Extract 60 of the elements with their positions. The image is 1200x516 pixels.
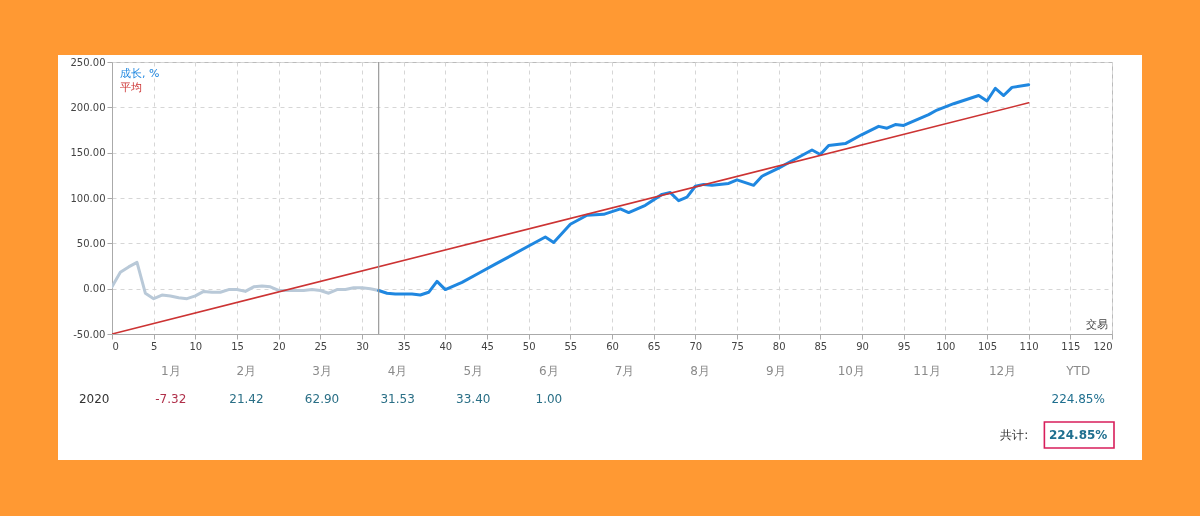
y-tick-label: 100.00 <box>70 192 106 204</box>
annotation: 224.85% <box>1049 428 1108 442</box>
x-tick-label: 3月 <box>312 363 332 378</box>
y-tick-label: 2020 <box>78 392 110 406</box>
y-tick-label: 150.00 <box>70 147 106 159</box>
x-tick-label: 85 <box>814 340 828 352</box>
x-tick-label: 95 <box>897 340 911 352</box>
line-series <box>377 83 1031 297</box>
x-tick-label: 5 <box>150 340 158 352</box>
x-tick-label: 30 <box>356 340 369 352</box>
x-tick-label: 11月 <box>913 363 941 378</box>
line-series <box>112 260 381 301</box>
y-tick-label: -50.00 <box>73 328 106 340</box>
x-tick-label: 90 <box>856 340 869 352</box>
x-tick-label: 55 <box>564 340 578 352</box>
data-label: 33.40 <box>456 392 491 406</box>
x-tick-label: 65 <box>647 340 661 352</box>
x-tick-label: 50 <box>522 340 536 352</box>
x-tick-label: 40 <box>439 340 453 352</box>
x-tick-label: 25 <box>314 340 328 352</box>
data-label: 1.00 <box>535 392 563 406</box>
x-tick-label: 20 <box>272 340 286 352</box>
x-tick-label: 5月 <box>463 363 484 378</box>
x-tick-label: 35 <box>397 340 411 352</box>
x-tick-label: 10 <box>189 340 203 352</box>
x-tick-label: 1月 <box>160 363 181 378</box>
x-tick-label: 105 <box>977 340 998 352</box>
x-tick-label: 120 <box>1093 340 1113 352</box>
data-label: 21.42 <box>229 392 264 406</box>
x-tick-label: 10月 <box>837 363 865 378</box>
y-tick-label: 0.00 <box>83 283 106 295</box>
x-tick-label: 75 <box>731 340 744 352</box>
y-tick-label: 250.00 <box>70 56 106 68</box>
x-tick-label: 15 <box>231 340 244 352</box>
x-tick-label: 115 <box>1061 340 1081 352</box>
data-label: 31.53 <box>380 392 415 406</box>
x-tick-label: 70 <box>689 340 703 352</box>
x-tick-label: 6月 <box>539 363 559 378</box>
data-label: 62.90 <box>304 392 340 406</box>
x-tick-label: 9月 <box>765 363 786 378</box>
x-tick-label: 2月 <box>236 363 257 378</box>
x-tick-label: 12月 <box>988 363 1017 378</box>
x-tick-label: 60 <box>606 340 619 352</box>
x-tick-label: 100 <box>936 340 956 352</box>
data-label: 224.85% <box>1051 392 1105 406</box>
x-tick-label: 80 <box>772 340 786 352</box>
y-tick-label: 200.00 <box>70 101 106 113</box>
x-tick-label: YTD <box>1065 363 1091 378</box>
x-tick-label: 4月 <box>387 363 408 378</box>
y-tick-label: 50.00 <box>76 237 106 249</box>
x-tick-label: 110 <box>1019 340 1039 352</box>
x-tick-label: 7月 <box>614 363 635 378</box>
text: 成长, % <box>120 67 160 80</box>
data-label: -7.32 <box>155 392 187 406</box>
annotation: 共计: <box>1000 428 1029 442</box>
x-tick-label: 8月 <box>690 363 710 378</box>
x-tick-label: 45 <box>481 340 494 352</box>
x-tick-label: 0 <box>112 340 119 352</box>
text: 平均 <box>120 81 142 94</box>
x-axis-title: 交易 <box>1085 317 1108 331</box>
